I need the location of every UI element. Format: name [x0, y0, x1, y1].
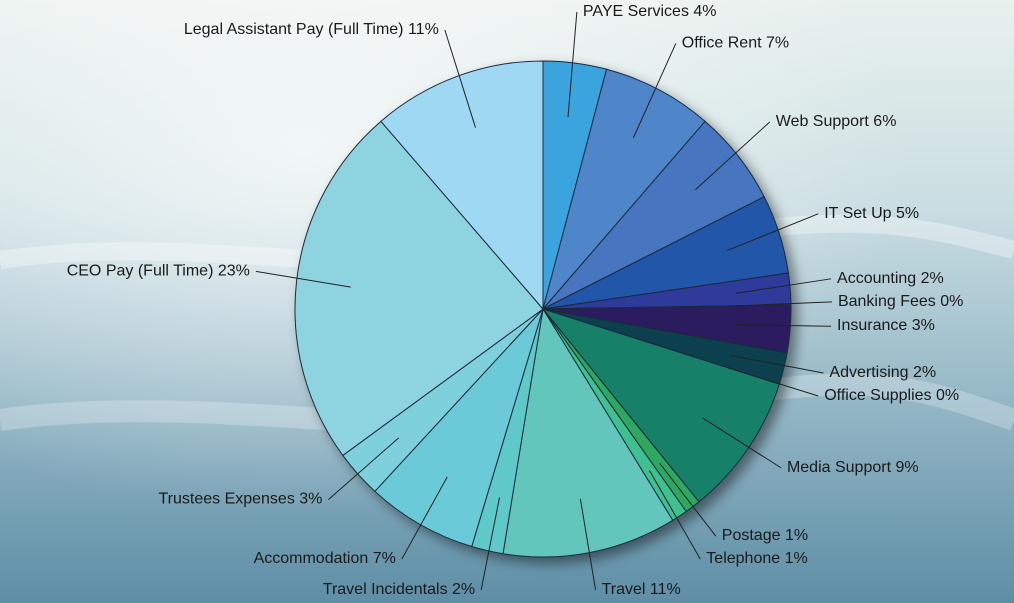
slice-label: Legal Assistant Pay (Full Time) 11% — [184, 21, 439, 38]
value-label: 6% — [873, 113, 896, 130]
value-label: 2% — [452, 581, 475, 598]
slice-label: Web Support 6% — [776, 113, 897, 130]
category-name: Media Support — [787, 459, 892, 476]
slice-label: Travel 11% — [602, 581, 681, 598]
category-name: Travel Incidentals — [323, 581, 448, 598]
slice-label: Advertising 2% — [829, 364, 936, 381]
slice-label: Accommodation 7% — [254, 550, 396, 567]
category-name: Accommodation — [254, 550, 369, 567]
category-name: IT Set Up — [824, 205, 891, 222]
category-name: Trustees Expenses — [158, 491, 294, 508]
value-label: 1% — [785, 550, 808, 567]
slice-label: Telephone 1% — [706, 550, 807, 567]
slice-label: IT Set Up 5% — [824, 205, 919, 222]
slice-label: Postage 1% — [722, 527, 808, 544]
value-label: 9% — [895, 459, 918, 476]
value-label: 3% — [912, 317, 935, 334]
category-name: Office Supplies — [824, 387, 931, 404]
slice-label: Travel Incidentals 2% — [323, 581, 475, 598]
slice-label: Office Rent 7% — [682, 35, 789, 52]
value-label: 2% — [921, 270, 944, 287]
value-label: 0% — [936, 387, 959, 404]
category-name: Insurance — [837, 317, 907, 334]
value-label: 1% — [785, 527, 808, 544]
value-label: 7% — [766, 35, 789, 52]
slice-label: Banking Fees 0% — [838, 293, 963, 310]
category-name: Postage — [722, 527, 781, 544]
pie — [295, 61, 791, 557]
page: PAYE Services 4% Office Rent 7% Web Suppor… — [0, 0, 1014, 603]
category-name: Advertising — [829, 364, 908, 381]
category-name: CEO Pay (Full Time) — [67, 263, 214, 280]
category-name: Legal Assistant Pay (Full Time) — [184, 21, 404, 38]
category-name: Office Rent — [682, 35, 762, 52]
chart: PAYE Services 4% Office Rent 7% Web Suppor… — [0, 0, 1014, 603]
slice-label: Accounting 2% — [837, 270, 944, 287]
category-name: Accounting — [837, 270, 916, 287]
value-label: 3% — [299, 491, 322, 508]
category-name: Banking Fees — [838, 293, 936, 310]
slice-label: Insurance 3% — [837, 317, 935, 334]
slice-label: Trustees Expenses 3% — [158, 491, 322, 508]
category-name: PAYE Services — [583, 3, 689, 20]
category-name: Web Support — [776, 113, 870, 130]
slice-label: Office Supplies 0% — [824, 387, 959, 404]
slice-label: Media Support 9% — [787, 459, 919, 476]
category-name: Travel — [602, 581, 646, 598]
value-label: 11% — [408, 21, 439, 38]
value-label: 4% — [693, 3, 716, 20]
category-name: Telephone — [706, 550, 780, 567]
value-label: 5% — [896, 205, 919, 222]
value-label: 11% — [650, 581, 681, 598]
slice-label: CEO Pay (Full Time) 23% — [67, 263, 250, 280]
value-label: 7% — [373, 550, 396, 567]
value-label: 23% — [218, 263, 250, 280]
value-label: 0% — [940, 293, 963, 310]
value-label: 2% — [913, 364, 936, 381]
slice-label: PAYE Services 4% — [583, 3, 717, 20]
